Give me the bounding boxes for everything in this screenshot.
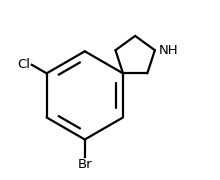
Text: Br: Br [77, 158, 92, 170]
Text: NH: NH [159, 44, 178, 57]
Text: Cl: Cl [17, 58, 30, 71]
